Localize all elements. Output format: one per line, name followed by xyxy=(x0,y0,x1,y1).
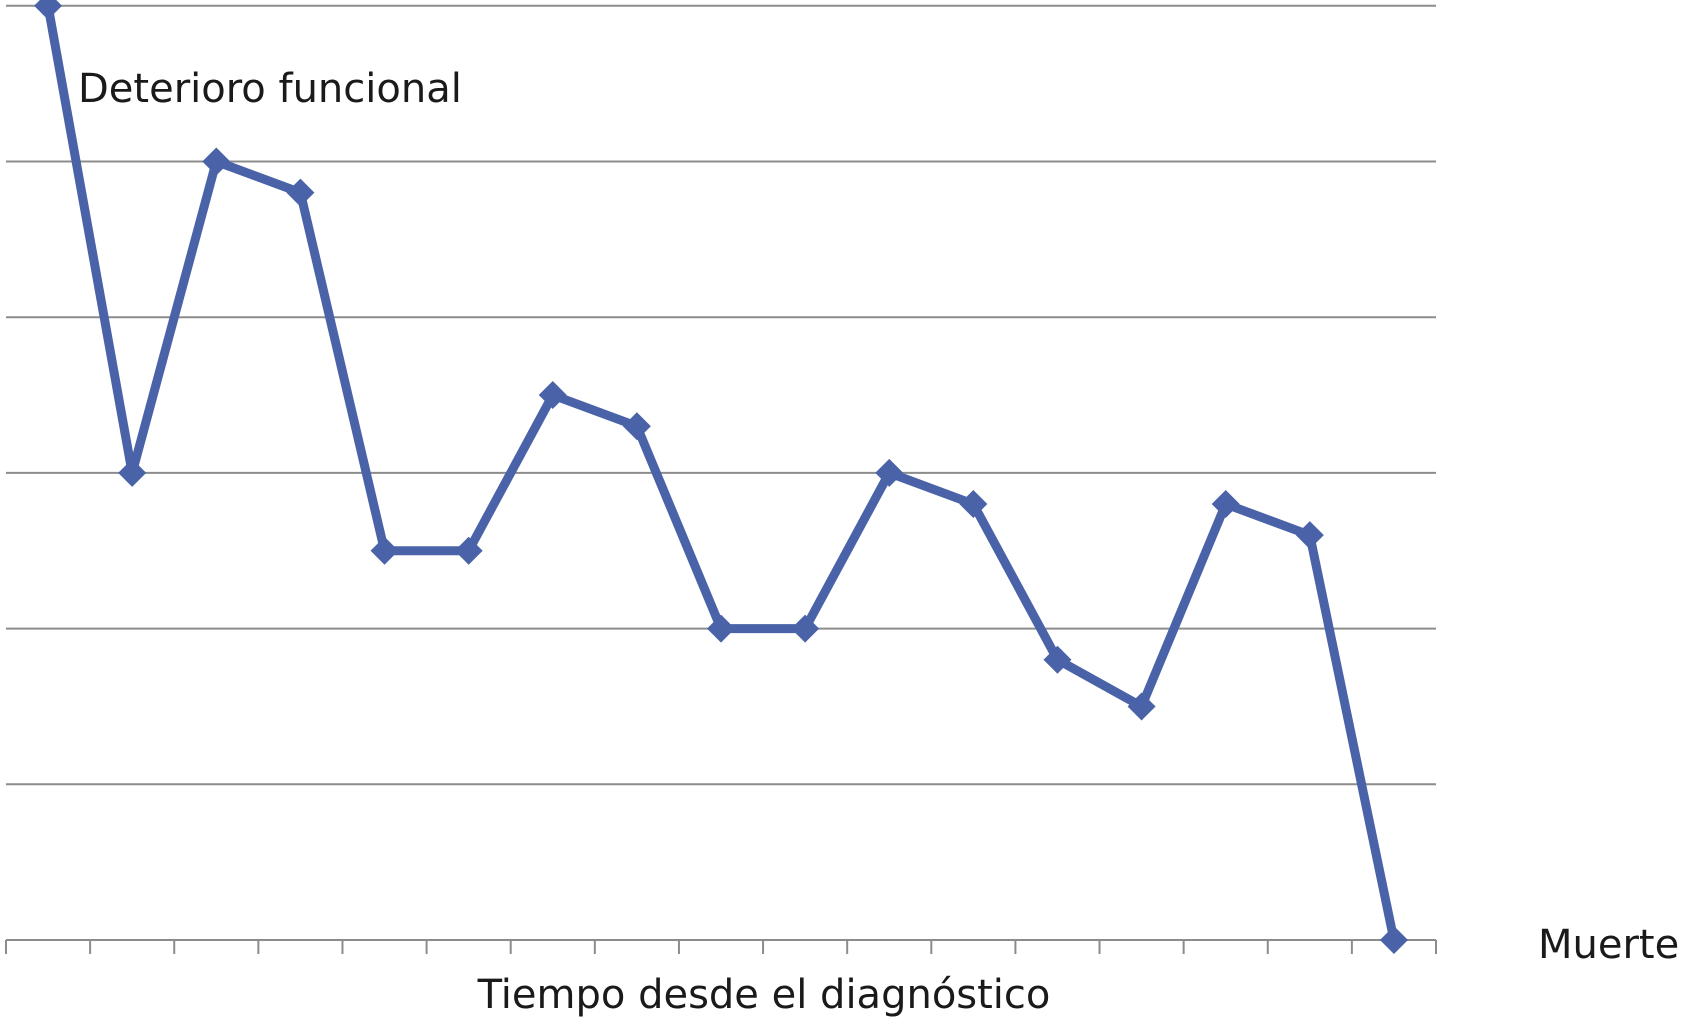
data-point-marker xyxy=(1211,490,1240,519)
data-point-marker xyxy=(791,614,820,643)
data-point-marker xyxy=(370,536,399,565)
end-label: Muerte xyxy=(1538,922,1679,968)
data-point-marker xyxy=(286,178,315,207)
data-point-marker xyxy=(538,381,567,410)
data-point-marker xyxy=(622,412,651,441)
data-point-marker xyxy=(1295,521,1324,550)
gridlines xyxy=(6,4,1436,786)
data-point-marker xyxy=(1043,645,1072,674)
data-point-marker xyxy=(707,614,735,643)
data-point-marker xyxy=(34,0,63,20)
data-point-marker xyxy=(1379,926,1408,954)
data-point-marker xyxy=(959,490,988,519)
x-axis-ticks xyxy=(5,940,1437,954)
data-point-marker xyxy=(875,458,904,487)
data-point-marker xyxy=(454,536,483,565)
data-point-marker xyxy=(202,147,231,176)
y-axis-label: Deterioro funcional xyxy=(78,66,462,112)
x-axis-label: Tiempo desde el diagnóstico xyxy=(477,972,1051,1018)
data-point-marker xyxy=(1127,692,1156,721)
data-points xyxy=(34,0,1408,954)
data-point-marker xyxy=(118,458,147,487)
